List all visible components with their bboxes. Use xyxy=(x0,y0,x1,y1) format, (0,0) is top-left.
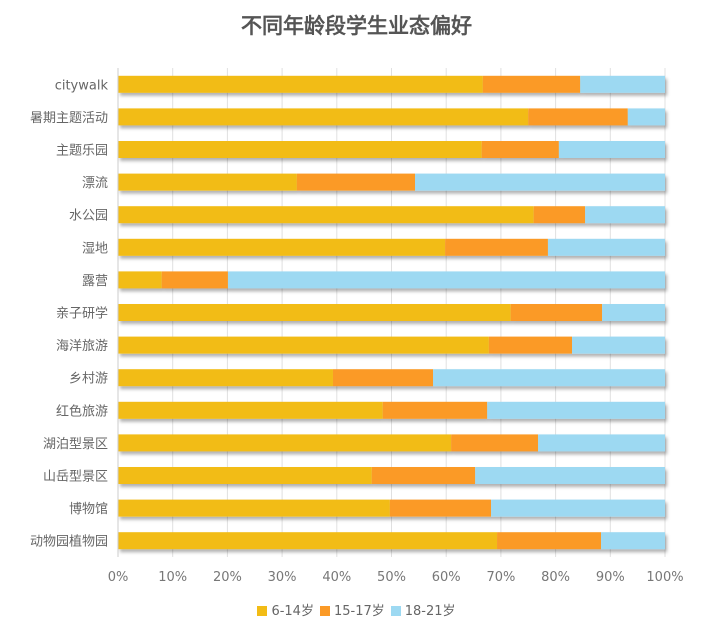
bar-segment xyxy=(481,141,559,158)
bar-group xyxy=(118,75,665,93)
legend-label: 6-14岁 xyxy=(271,604,314,619)
bar-segment xyxy=(497,532,602,550)
category-label: 水公园 xyxy=(69,209,108,224)
bar-segment xyxy=(227,271,665,289)
bar-group xyxy=(118,401,665,419)
category-label: 动物园植物园 xyxy=(30,535,108,550)
bar-segment xyxy=(118,369,333,387)
bar-group xyxy=(118,206,665,224)
bar-segment xyxy=(538,434,665,452)
bar-segment xyxy=(601,532,665,550)
bar-segment xyxy=(415,173,665,191)
bar-segment xyxy=(585,206,665,224)
legend-item: 15-17岁 xyxy=(319,600,385,619)
x-tick-label: 50% xyxy=(377,570,406,585)
legend-swatch xyxy=(319,606,330,616)
bar-segment xyxy=(118,141,482,158)
category-label: 红色旅游 xyxy=(56,403,108,419)
legend-item: 18-21岁 xyxy=(390,600,456,619)
bar-segment xyxy=(533,206,586,224)
category-label: 亲子研学 xyxy=(56,306,108,322)
bar-segment xyxy=(118,206,534,224)
bar-segment xyxy=(475,467,665,484)
x-tick-label: 60% xyxy=(432,570,461,585)
bar-segment xyxy=(118,108,529,126)
bar-group xyxy=(118,173,665,191)
bar-segment xyxy=(296,173,416,191)
legend-label: 15-17岁 xyxy=(333,604,385,619)
bar-segment xyxy=(118,434,452,452)
category-label: 主题乐园 xyxy=(56,144,108,159)
category-label: 湖泊型景区 xyxy=(43,437,108,452)
category-label: 漂流 xyxy=(82,175,108,191)
legend-swatch xyxy=(257,606,268,616)
bar-segment xyxy=(627,108,665,126)
category-label: 海洋旅游 xyxy=(56,339,108,354)
bar-segment xyxy=(528,108,628,126)
bar-segment xyxy=(382,401,488,419)
bar-segment xyxy=(118,271,162,289)
bar-segment xyxy=(451,434,539,452)
bar-group xyxy=(118,304,665,321)
category-label: citywalk xyxy=(55,78,109,93)
bar-segment xyxy=(482,75,581,93)
bar-segment xyxy=(118,304,511,321)
bar-group xyxy=(118,369,665,387)
x-tick-label: 30% xyxy=(268,570,297,585)
bar-segment xyxy=(488,336,573,354)
x-tick-label: 90% xyxy=(596,570,625,585)
x-tick-label: 70% xyxy=(486,570,515,585)
bar-segment xyxy=(580,75,665,93)
bar-segment xyxy=(389,499,492,517)
bar-group xyxy=(118,532,665,550)
bar-segment xyxy=(602,304,665,321)
category-label: 露营 xyxy=(82,274,108,289)
legend-swatch xyxy=(390,606,401,616)
bar-group xyxy=(118,336,665,354)
bar-group xyxy=(118,238,665,256)
category-label: 山岳型景区 xyxy=(43,470,108,485)
bar-segment xyxy=(558,141,665,158)
bar-segment xyxy=(118,401,383,419)
bar-segment xyxy=(118,499,390,517)
bar-segment xyxy=(445,238,548,256)
x-tick-label: 80% xyxy=(541,570,570,585)
x-tick-label: 0% xyxy=(108,570,129,585)
legend-item: 6-14岁 xyxy=(257,600,314,619)
bar-segment xyxy=(547,238,665,256)
bar-segment xyxy=(433,369,665,387)
bar-segment xyxy=(118,336,489,354)
chart-title: 不同年龄段学生业态偏好 xyxy=(241,14,472,38)
category-label: 乡村游 xyxy=(69,372,108,387)
bar-segment xyxy=(161,271,228,289)
bar-segment xyxy=(118,238,446,256)
bar-group xyxy=(118,499,665,517)
bar-group xyxy=(118,141,665,158)
bar-segment xyxy=(118,75,483,93)
bar-group xyxy=(118,271,665,289)
category-label: 湿地 xyxy=(82,241,108,256)
x-tick-label: 100% xyxy=(646,570,683,585)
category-label: 博物馆 xyxy=(69,502,108,517)
bar-segment xyxy=(510,304,603,321)
bar-segment xyxy=(572,336,665,354)
legend: 6-14岁 15-17岁 18-21岁 xyxy=(0,600,713,619)
bar-segment xyxy=(118,467,372,484)
bar-segment xyxy=(487,401,665,419)
bar-segment xyxy=(118,173,297,191)
x-tick-label: 20% xyxy=(213,570,242,585)
x-tick-label: 40% xyxy=(322,570,351,585)
bar-segment xyxy=(118,532,498,550)
legend-label: 18-21岁 xyxy=(404,604,456,619)
category-label: 暑期主题活动 xyxy=(30,111,108,126)
bar-segment xyxy=(491,499,665,517)
x-tick-label: 10% xyxy=(158,570,187,585)
bar-group xyxy=(118,434,665,452)
bar-group xyxy=(118,467,665,484)
bar-group xyxy=(118,108,665,126)
bar-segment xyxy=(332,369,434,387)
bar-segment xyxy=(371,467,476,484)
